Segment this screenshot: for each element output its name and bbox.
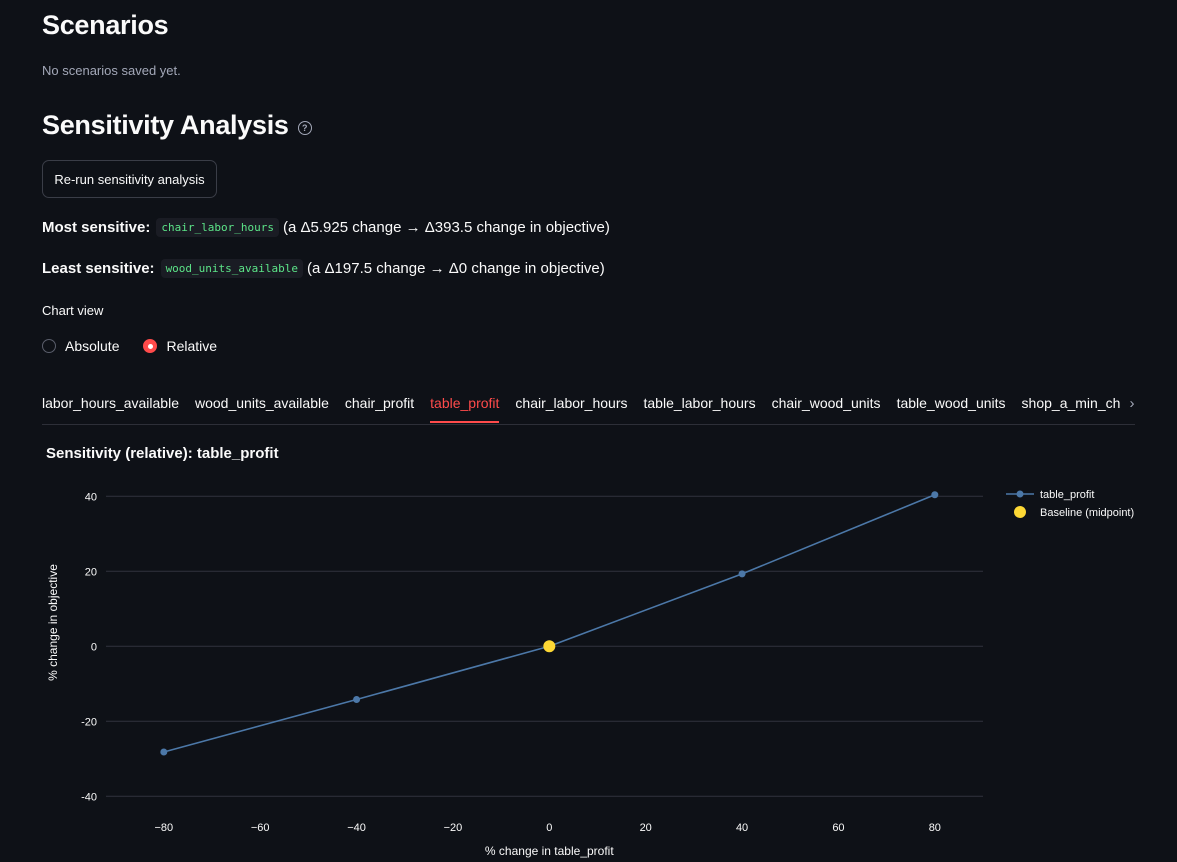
y-axis-label: % change in objective bbox=[46, 564, 60, 681]
x-axis-label: % change in table_profit bbox=[485, 844, 614, 858]
no-scenarios-text: No scenarios saved yet. bbox=[42, 63, 181, 78]
least-sensitive-label: Least sensitive: bbox=[42, 260, 155, 277]
sensitivity-heading-text: Sensitivity Analysis bbox=[42, 110, 289, 140]
x-tick-label: −20 bbox=[444, 822, 463, 834]
chart-legend: table_profit Baseline (midpoint) bbox=[1006, 489, 1134, 519]
least-sensitive-line: Least sensitive: wood_units_available (a… bbox=[42, 259, 605, 278]
data-point bbox=[160, 748, 168, 756]
radio-absolute-circle[interactable] bbox=[42, 339, 56, 353]
radio-relative-label[interactable]: Relative bbox=[166, 338, 218, 354]
parameter-tabs: labor_hours_available wood_units_availabl… bbox=[42, 384, 1135, 425]
radio-relative[interactable]: Relative bbox=[143, 338, 217, 354]
y-tick-label: -40 bbox=[81, 791, 97, 803]
data-point bbox=[931, 491, 939, 499]
chart-title: Sensitivity (relative): table_profit bbox=[46, 445, 279, 462]
sensitivity-chart: -40 -20 0 20 40 −80 −60 −40 −20 0 20 40 60 80 % chan… bbox=[46, 489, 1134, 858]
most-sensitive-param: chair_labor_hours bbox=[156, 218, 279, 237]
legend-baseline-label: Baseline (midpoint) bbox=[1040, 507, 1134, 519]
x-tick-label: 60 bbox=[832, 822, 844, 834]
scenarios-heading: Scenarios bbox=[42, 10, 169, 40]
legend-baseline-swatch bbox=[1014, 506, 1026, 518]
series-points bbox=[160, 491, 939, 756]
x-tick-labels: −80 −60 −40 −20 0 20 40 60 80 bbox=[154, 822, 940, 834]
tab-table-labor-hours[interactable]: table_labor_hours bbox=[643, 395, 756, 411]
x-tick-label: 20 bbox=[640, 822, 652, 834]
y-tick-label: -20 bbox=[81, 716, 97, 728]
most-sensitive-label: Most sensitive: bbox=[42, 219, 151, 236]
tab-table-wood-units[interactable]: table_wood_units bbox=[896, 395, 1006, 411]
radio-absolute[interactable]: Absolute bbox=[42, 338, 119, 354]
tab-shop-a-min-chairs[interactable]: shop_a_min_chairs bbox=[1021, 395, 1135, 411]
least-sensitive-detail: (a Δ197.5 change → Δ0 change in objectiv… bbox=[307, 260, 605, 277]
least-sensitive-param: wood_units_available bbox=[160, 259, 304, 278]
y-tick-label: 20 bbox=[85, 566, 97, 578]
series-line bbox=[163, 494, 936, 753]
sensitivity-heading: Sensitivity Analysis ? bbox=[42, 110, 312, 141]
radio-relative-circle[interactable] bbox=[143, 339, 158, 353]
chevron-right-icon[interactable]: › bbox=[1120, 384, 1144, 422]
chart-view-radio-group: Absolute Relative bbox=[42, 338, 241, 354]
x-tick-label: 0 bbox=[546, 822, 552, 834]
legend-series-label: table_profit bbox=[1040, 489, 1094, 501]
tab-chair-wood-units[interactable]: chair_wood_units bbox=[771, 395, 881, 411]
x-tick-label: −60 bbox=[251, 822, 270, 834]
chart-view-label: Chart view bbox=[42, 303, 104, 318]
most-sensitive-line: Most sensitive: chair_labor_hours (a Δ5.… bbox=[42, 218, 610, 237]
tab-labor-hours-available[interactable]: labor_hours_available bbox=[42, 395, 179, 411]
y-tick-labels: -40 -20 0 20 40 bbox=[81, 491, 97, 803]
y-tick-label: 0 bbox=[91, 641, 97, 653]
x-tick-label: 40 bbox=[736, 822, 748, 834]
x-tick-label: 80 bbox=[929, 822, 941, 834]
y-tick-label: 40 bbox=[85, 491, 97, 503]
rerun-sensitivity-button[interactable]: Re-run sensitivity analysis bbox=[42, 160, 217, 198]
x-tick-label: −80 bbox=[154, 822, 173, 834]
baseline-point bbox=[543, 640, 556, 653]
data-point bbox=[353, 696, 361, 703]
x-tick-label: −40 bbox=[347, 822, 366, 834]
most-sensitive-detail: (a Δ5.925 change → Δ393.5 change in obje… bbox=[282, 219, 610, 236]
question-circle-icon[interactable]: ? bbox=[297, 120, 312, 135]
legend-point-swatch bbox=[1016, 490, 1024, 498]
tab-wood-units-available[interactable]: wood_units_available bbox=[195, 395, 329, 411]
radio-absolute-label[interactable]: Absolute bbox=[65, 338, 120, 354]
tab-chair-labor-hours[interactable]: chair_labor_hours bbox=[515, 395, 628, 411]
tab-chair-profit[interactable]: chair_profit bbox=[344, 395, 415, 411]
tab-table-profit[interactable]: table_profit bbox=[430, 384, 500, 423]
data-point bbox=[738, 570, 746, 578]
